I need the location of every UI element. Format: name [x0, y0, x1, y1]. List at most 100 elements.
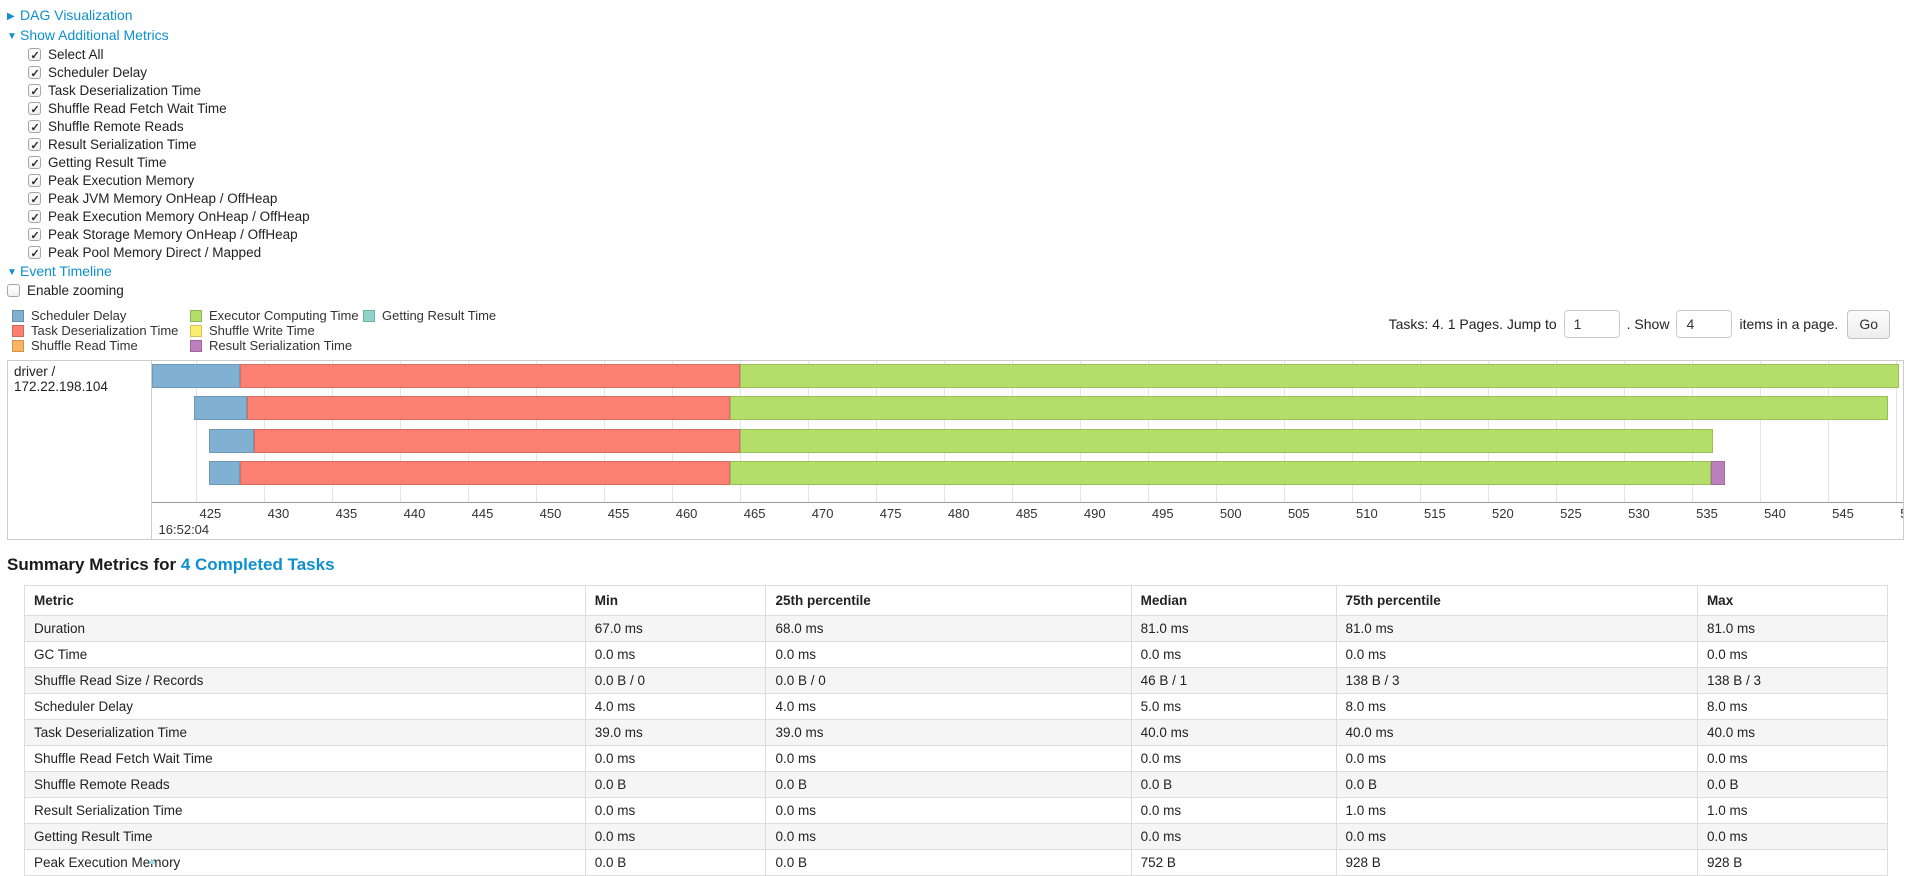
summary-metric-value: 0.0 ms	[584, 745, 767, 772]
metric-checkbox-label: Peak Storage Memory OnHeap / OffHeap	[48, 227, 298, 242]
summary-metric-value: 928 B	[1696, 849, 1889, 876]
timeline-bar-result-serialization[interactable]	[1711, 461, 1725, 485]
legend-label: Task Deserialization Time	[31, 323, 179, 338]
metric-checkbox[interactable]	[28, 47, 41, 65]
axis-tick-label: 435	[335, 506, 358, 521]
timeline-bar-scheduler-delay[interactable]	[209, 429, 255, 453]
metric-checkbox-row: Getting Result Time	[7, 154, 1907, 173]
timeline-plot: 425 16:52:04 430 435 440 445 450 455 460 465 470 47…	[152, 361, 1903, 539]
legend-item: Shuffle Read Time	[12, 338, 190, 353]
legend-column: Scheduler Delay Task Deserialization Time…	[12, 308, 190, 353]
summary-metric-value: 752 B	[1130, 849, 1337, 876]
legend-label: Getting Result Time	[382, 308, 497, 323]
summary-metric-name: Result Serialization Time	[24, 797, 586, 824]
axis-gridline	[1828, 361, 1830, 502]
metric-checkbox-row: Shuffle Read Fetch Wait Time	[7, 100, 1907, 119]
timeline-bar-executor-computing[interactable]	[739, 364, 1899, 388]
axis-tick-label: 465	[743, 506, 766, 521]
legend-label: Executor Computing Time	[209, 308, 359, 323]
metric-checkbox-row: Task Deserialization Time	[7, 82, 1907, 101]
additional-metrics-checkbox-list: Select All Scheduler Delay Task Deserializ…	[7, 46, 1907, 263]
summary-metric-value: 0.0 ms	[765, 797, 1132, 824]
metric-checkbox[interactable]	[28, 137, 41, 155]
metric-checkbox[interactable]	[28, 155, 41, 173]
metric-checkbox-label: Scheduler Delay	[48, 65, 148, 80]
summary-metric-value: 39.0 ms	[584, 719, 767, 746]
timeline-bar-executor-computing[interactable]	[730, 461, 1712, 485]
metric-checkbox[interactable]	[28, 209, 41, 227]
metric-checkbox[interactable]	[28, 101, 41, 119]
timeline-bar-task-deserialization[interactable]	[240, 364, 740, 388]
event-timeline-link[interactable]: Event Timeline	[20, 263, 112, 279]
summary-metric-value: 4.0 ms	[765, 693, 1132, 720]
summary-column-header: Max	[1696, 585, 1889, 616]
summary-table-row: Shuffle Read Size / Records 0.0 B / 0 0.0 …	[24, 667, 1889, 694]
axis-tick-label: 520	[1492, 506, 1514, 521]
summary-metric-value: 0.0 ms	[1130, 745, 1337, 772]
timeline-bar-scheduler-delay[interactable]	[209, 461, 241, 485]
axis-tick-label: 500	[1219, 506, 1242, 521]
summary-metric-value: 0.0 ms	[765, 641, 1132, 668]
axis-tick-label: 530	[1628, 506, 1650, 521]
legend-label: Shuffle Write Time	[209, 323, 315, 338]
timeline-bar-task-deserialization[interactable]	[254, 429, 740, 453]
summary-metric-value: 0.0 B	[1696, 771, 1889, 798]
summary-metric-value: 0.0 B / 0	[584, 667, 767, 694]
metric-checkbox[interactable]	[28, 173, 41, 191]
axis-time-label: 16:52:04	[158, 522, 210, 537]
timeline-bar-scheduler-delay[interactable]	[194, 396, 248, 420]
legend-item: Scheduler Delay	[12, 308, 190, 323]
axis-tick-label: 510	[1355, 506, 1378, 521]
metric-checkbox[interactable]	[28, 245, 41, 263]
metric-checkbox-row: Peak Pool Memory Direct / Mapped	[7, 244, 1907, 263]
axis-tick-label: 545	[1832, 506, 1854, 521]
summary-metric-value: 5.0 ms	[1130, 693, 1337, 720]
summary-table-row: Duration 67.0 ms 68.0 ms 81.0 ms 81.0 ms 81.0…	[24, 615, 1889, 642]
summary-metric-value: 0.0 ms	[1335, 823, 1698, 850]
timeline-bar-scheduler-delay[interactable]	[152, 364, 241, 388]
timeline-bar-task-deserialization[interactable]	[247, 396, 731, 420]
legend-label: Shuffle Read Time	[31, 338, 138, 353]
summary-metric-value: 4.0 ms	[584, 693, 767, 720]
metric-checkbox-label: Shuffle Read Fetch Wait Time	[48, 101, 227, 116]
enable-zooming-checkbox[interactable]	[7, 284, 20, 297]
summary-metric-value: 40.0 ms	[1130, 719, 1337, 746]
summary-metric-value: 0.0 B	[584, 771, 767, 798]
dag-visualization-link[interactable]: DAG Visualization	[20, 7, 133, 23]
metric-checkbox[interactable]	[28, 119, 41, 137]
timeline-bar-executor-computing[interactable]	[739, 429, 1713, 453]
metric-checkbox[interactable]	[28, 83, 41, 101]
summary-column-header: 25th percentile	[765, 585, 1132, 616]
scheduler-delay-swatch-icon	[12, 309, 24, 322]
metric-checkbox-label: Peak Execution Memory	[48, 173, 195, 188]
items-per-page-input[interactable]	[1676, 310, 1733, 338]
axis-tick-label: 550	[1900, 506, 1903, 521]
tasks-pagination-summary: Tasks: 4. 1 Pages. Jump to	[1388, 316, 1557, 332]
summary-metric-name: Shuffle Read Size / Records	[24, 667, 586, 694]
axis-tick-label: 525	[1560, 506, 1582, 521]
summary-metric-value: 1.0 ms	[1696, 797, 1889, 824]
summary-metric-value: 39.0 ms	[765, 719, 1132, 746]
timeline-bar-executor-computing[interactable]	[730, 396, 1889, 420]
metric-checkbox[interactable]	[28, 227, 41, 245]
legend-label: Result Serialization Time	[209, 338, 353, 353]
summary-metrics-table: Metric Min 25th percentile Median 75th perce…	[24, 585, 1889, 876]
legend-column: Executor Computing Time Shuffle Write Tim…	[190, 308, 363, 353]
timeline-bar-task-deserialization[interactable]	[240, 461, 731, 485]
metric-checkbox-row: Scheduler Delay	[7, 64, 1907, 83]
summary-metric-value: 138 B / 3	[1696, 667, 1889, 694]
summary-metric-name: Shuffle Remote Reads	[24, 771, 586, 798]
go-button[interactable]: Go	[1847, 309, 1890, 339]
metric-checkbox[interactable]	[28, 65, 41, 83]
jump-to-page-input[interactable]	[1563, 310, 1620, 338]
metric-checkbox[interactable]	[28, 191, 41, 209]
summary-column-header: Min	[584, 585, 767, 616]
summary-metric-value: 8.0 ms	[1696, 693, 1889, 720]
metric-checkbox-row: Select All	[7, 46, 1907, 65]
summary-metric-name: Getting Result Time	[24, 823, 586, 850]
summary-metric-name: GC Time	[24, 641, 586, 668]
axis-tick-label: 485	[1015, 506, 1038, 521]
axis-tick-label: 460	[675, 506, 698, 521]
show-additional-metrics-link[interactable]: Show Additional Metrics	[20, 27, 169, 43]
completed-tasks-link[interactable]: 4 Completed Tasks	[180, 555, 335, 574]
